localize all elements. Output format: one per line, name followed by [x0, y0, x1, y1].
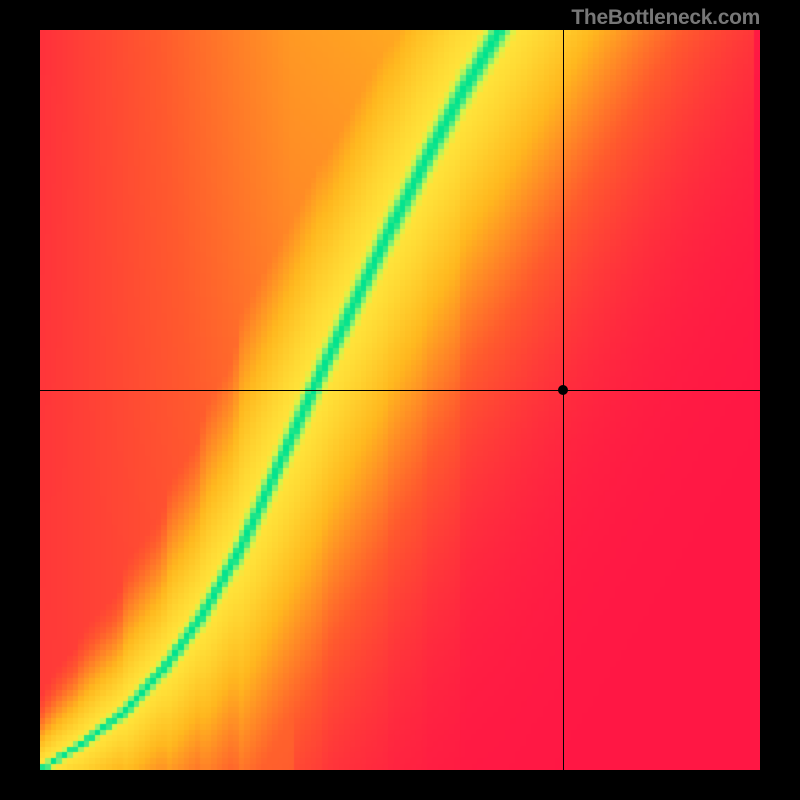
attribution-label: TheBottleneck.com — [571, 6, 760, 30]
crosshair-marker — [558, 385, 568, 395]
crosshair-vertical — [563, 30, 564, 770]
chart-container: TheBottleneck.com — [0, 0, 800, 800]
crosshair-horizontal — [40, 390, 760, 391]
heatmap-canvas — [40, 30, 760, 770]
